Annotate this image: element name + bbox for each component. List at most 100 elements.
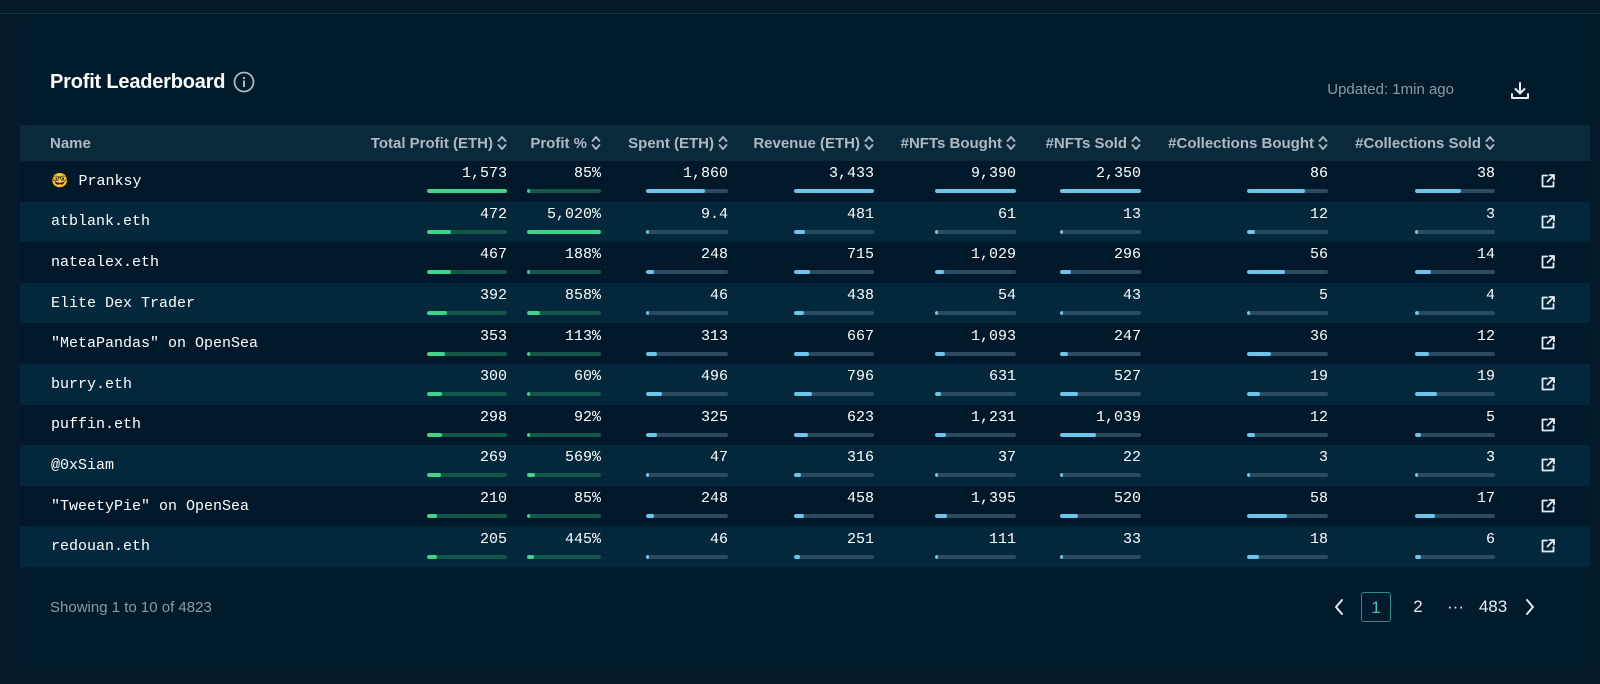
nfts-sold-cell: 2,350 [1016,161,1141,202]
spent-bar [646,189,728,194]
page-button-2[interactable]: 2 [1413,597,1423,616]
sort-icon[interactable] [497,135,507,151]
trader-name: puffin.eth [51,416,142,434]
table-row[interactable]: puffin.eth 298 92% 325 623 1,231 1,039 12 5 [20,404,1590,446]
nfts-bought-value: 1,395 [970,490,1016,508]
table-row[interactable]: "TweetyPie" on OpenSea 210 85% 248 458 1,395 5… [20,485,1590,527]
coll-sold-bar-fill [1415,189,1461,194]
nfts-bought-value: 1,029 [970,246,1016,264]
trader-emoji: 🤓 [51,173,69,190]
column-header-spent[interactable]: Spent (ETH) [601,125,728,161]
table-row[interactable]: Elite Dex Trader 392 858% 46 438 54 43 5 4 [20,282,1590,324]
nfts-sold-bar-fill [1060,432,1096,437]
trader-name-cell: "MetaPandas" on OpenSea [20,323,330,364]
nfts-bought-bar-fill [935,229,938,234]
coll-sold-bar-fill [1415,514,1435,519]
external-link-icon[interactable] [1540,376,1556,392]
coll-sold-cell: 3 [1328,202,1495,243]
nfts-bought-bar-fill [935,554,938,559]
table-row[interactable]: @0xSiam 269 569% 47 316 37 22 3 3 [20,445,1590,486]
profit-pct-cell: 188% [507,242,601,283]
revenue-cell: 481 [728,202,874,243]
external-link-icon[interactable] [1540,173,1556,189]
profit-pct-bar-fill [527,351,530,356]
chevron-right-icon[interactable] [1522,597,1538,617]
revenue-cell: 438 [728,283,874,324]
external-link-icon[interactable] [1540,214,1556,230]
column-header-profit-pct[interactable]: Profit % [507,125,601,161]
coll-sold-cell: 4 [1328,283,1495,324]
page-button-1[interactable]: 1 [1361,592,1392,622]
row-link-cell [1495,364,1590,405]
download-icon[interactable] [1508,79,1532,103]
sort-icon[interactable] [591,135,601,151]
profit-pct-bar [527,189,601,194]
column-header-nfts-bought[interactable]: #NFTs Bought [874,125,1016,161]
spent-bar-fill [646,270,654,275]
info-icon[interactable] [233,71,255,93]
sort-icon[interactable] [1006,135,1016,151]
column-header-name[interactable]: Name [50,134,91,152]
column-header-collections-sold[interactable]: #Collections Sold [1328,125,1495,161]
external-link-icon[interactable] [1540,417,1556,433]
nfts-bought-bar [935,514,1016,519]
profit-pct-bar-fill [527,189,530,194]
external-link-icon[interactable] [1540,538,1556,554]
sort-icon[interactable] [1131,135,1141,151]
table-row[interactable]: 🤓 Pranksy 1,573 85% 1,860 3,433 9,390 2,350 86 38 [20,161,1590,202]
row-link-cell [1495,323,1590,364]
coll-bought-cell: 18 [1141,526,1328,567]
nfts-bought-bar-fill [935,351,945,356]
profit-pct-value: 60% [573,368,601,386]
column-header-profit[interactable]: Total Profit (ETH) [330,125,507,161]
table-row[interactable]: natealex.eth 467 188% 248 715 1,029 296 56 14 [20,242,1590,283]
nfts-bought-cell: 54 [874,283,1016,324]
coll-sold-bar-fill [1415,473,1418,478]
coll-sold-cell: 14 [1328,242,1495,283]
table-row[interactable]: burry.eth 300 60% 496 796 631 527 19 19 [20,363,1590,405]
nfts-bought-cell: 1,093 [874,323,1016,364]
sort-icon[interactable] [1318,135,1328,151]
nfts-sold-cell: 520 [1016,486,1141,527]
chevron-left-icon[interactable] [1331,597,1347,617]
coll-bought-cell: 86 [1141,161,1328,202]
profit-bar [427,392,507,397]
coll-bought-bar-fill [1247,229,1255,234]
spent-bar-fill [646,189,705,194]
nfts-bought-bar [935,473,1016,478]
table-row[interactable]: atblank.eth 472 5,020% 9.4 481 61 13 12 3 [20,201,1590,243]
sort-icon[interactable] [1485,135,1495,151]
sort-icon[interactable] [864,135,874,151]
coll-bought-bar [1247,554,1328,559]
coll-bought-bar-fill [1247,392,1260,397]
row-link-cell [1495,526,1590,567]
sort-icon[interactable] [718,135,728,151]
spent-cell: 1,860 [601,161,728,202]
coll-sold-value: 38 [1476,165,1495,183]
column-header-collections-bought[interactable]: #Collections Bought [1141,125,1328,161]
table-row[interactable]: redouan.eth 205 445% 46 251 111 33 18 6 [20,526,1590,567]
nfts-bought-bar [935,270,1016,275]
coll-bought-value: 86 [1309,165,1328,183]
column-header-revenue[interactable]: Revenue (ETH) [728,125,874,161]
profit-pct-value: 113% [564,327,601,345]
coll-sold-cell: 3 [1328,445,1495,486]
leaderboard-panel: Profit Leaderboard Updated: 1min ago Nam… [20,17,1590,667]
coll-sold-cell: 38 [1328,161,1495,202]
external-link-icon[interactable] [1540,254,1556,270]
external-link-icon[interactable] [1540,335,1556,351]
page-button-last[interactable]: 483 [1478,597,1508,616]
nfts-bought-value: 1,093 [970,327,1016,345]
column-header-nfts-sold[interactable]: #NFTs Sold [1016,125,1141,161]
profit-bar [427,554,507,559]
coll-sold-cell: 5 [1328,405,1495,446]
nfts-sold-bar-fill [1060,392,1078,397]
external-link-icon[interactable] [1540,457,1556,473]
profit-bar-fill [427,189,507,194]
trader-name: natealex.eth [51,253,160,271]
profit-bar [427,229,507,234]
external-link-icon[interactable] [1540,498,1556,514]
table-row[interactable]: "MetaPandas" on OpenSea 353 113% 313 667 1,09… [20,323,1590,364]
external-link-icon[interactable] [1540,295,1556,311]
leaderboard-table: Name Total Profit (ETH) Profit % Spent (… [20,125,1590,567]
